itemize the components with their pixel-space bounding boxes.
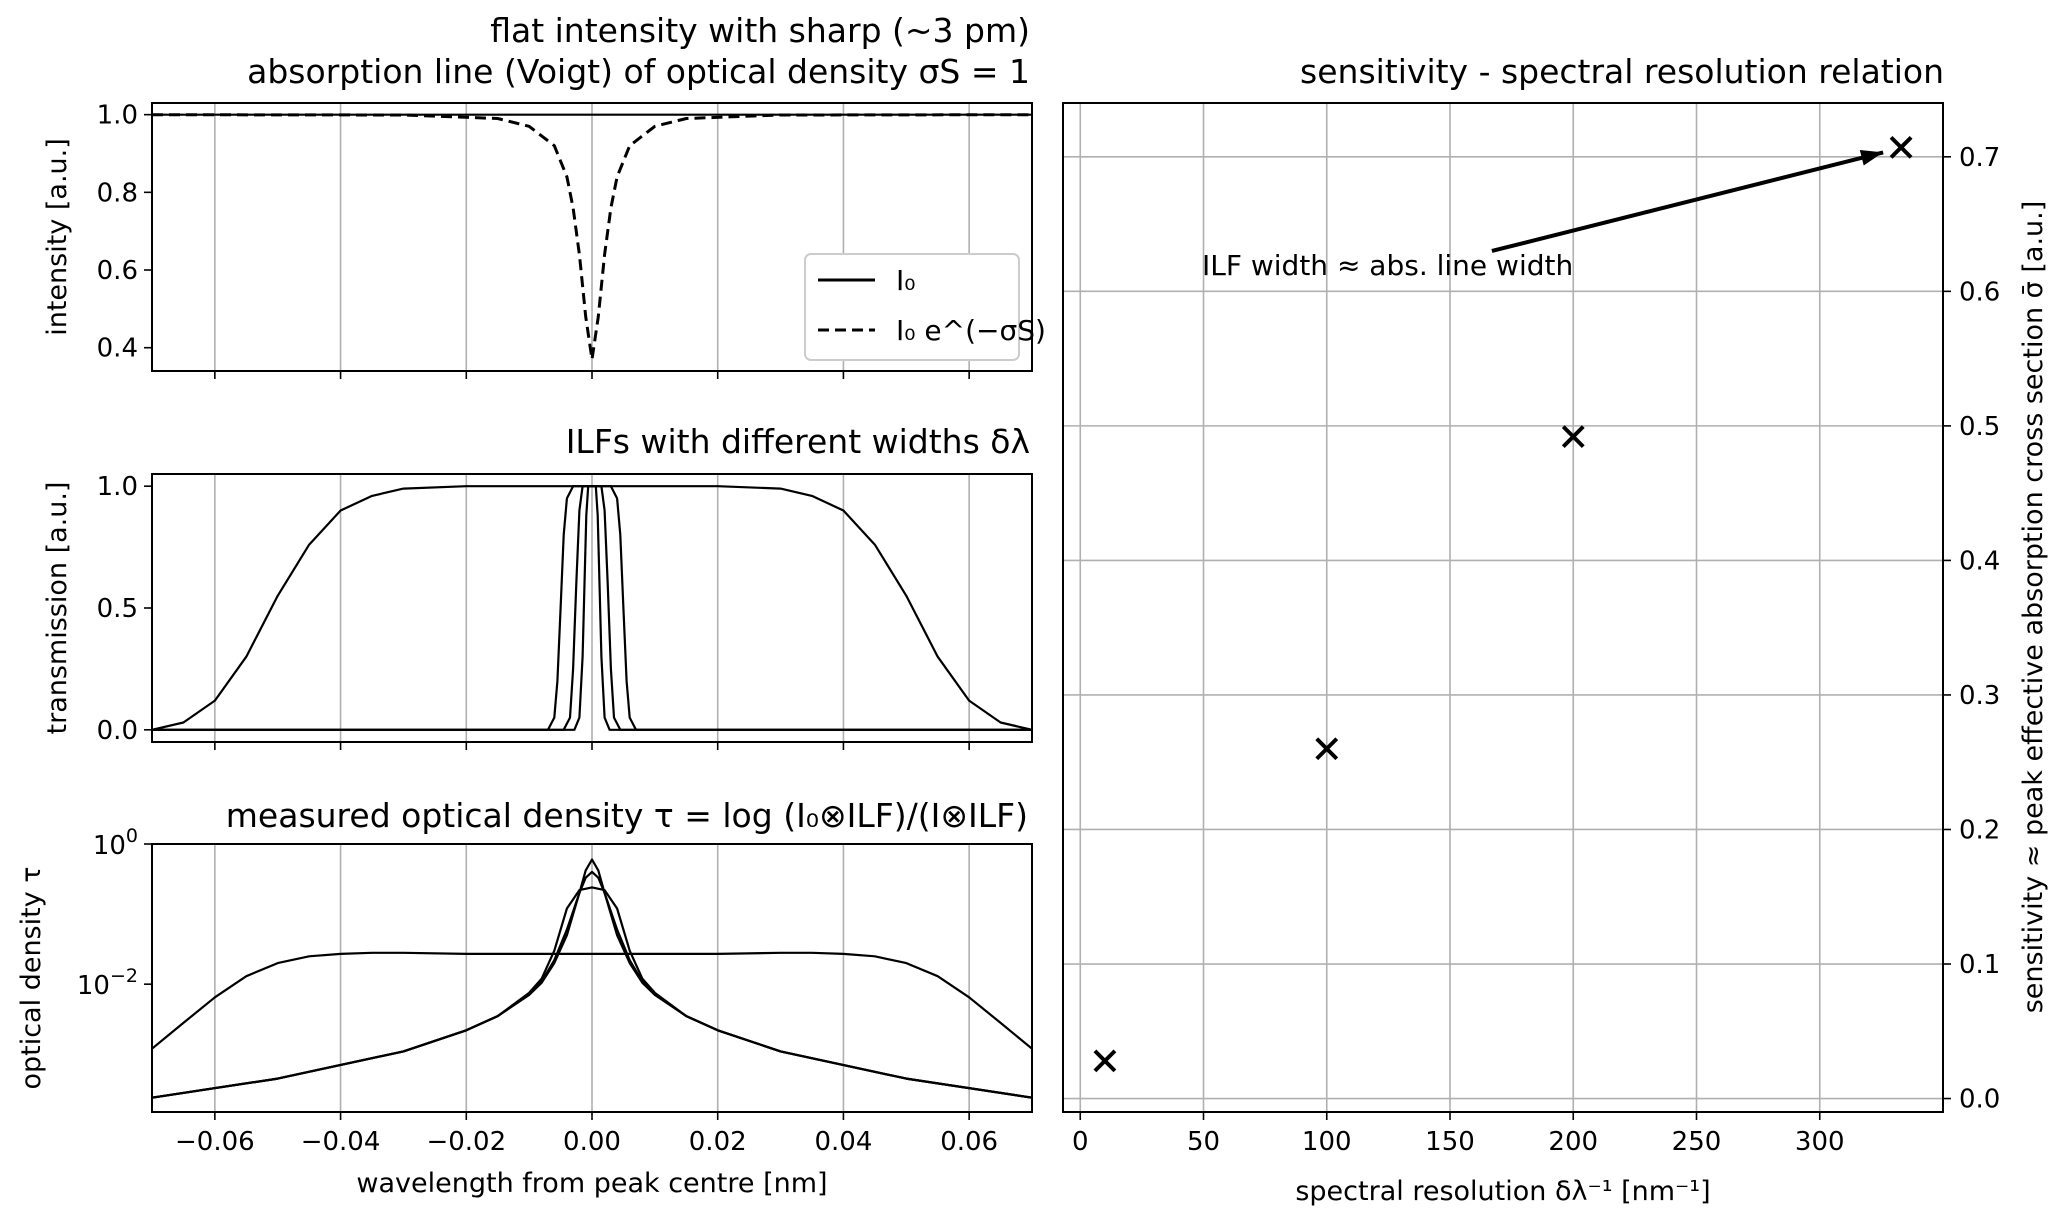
od-series: [151, 858, 1033, 1099]
p4-xtick-label: 200: [1548, 1127, 1598, 1157]
p1-ytick-label: 0.6: [97, 256, 138, 286]
p3-xtick-label: 0.02: [689, 1127, 747, 1157]
legend-entry-i0: I₀: [896, 264, 915, 297]
annotation-text: ILF width ≈ abs. line width: [1202, 249, 1573, 282]
sensitivity-points: [1093, 135, 1913, 1073]
scatter-point-marker: [1561, 425, 1585, 449]
sensitivity-x-ticks: 0 50 100 150 200 250 300: [1072, 1112, 1845, 1157]
p1-ytick-label: 0.8: [97, 178, 138, 208]
p4-ytick-label: 0.3: [1959, 681, 2000, 711]
intensity-x-ticks: [214, 371, 970, 379]
legend-entry-i0-exp: I₀ e^(−σS): [896, 314, 1046, 347]
intensity-title-line1: flat intensity with sharp (~3 pm): [490, 11, 1030, 50]
p4-xtick-label: 150: [1425, 1127, 1475, 1157]
p3-xtick-label: 0.06: [940, 1127, 998, 1157]
intensity-legend: I₀ I₀ e^(−σS): [804, 253, 1046, 361]
p4-ytick-label: 0.2: [1959, 815, 2000, 845]
panel-intensity: flat intensity with sharp (~3 pm) absorp…: [42, 11, 1046, 379]
od-x-ticks: −0.06 −0.04 −0.02 0.00 0.02 0.04 0.06: [175, 1112, 998, 1157]
p3-xtick-label: 0.00: [563, 1127, 621, 1157]
p4-xtick-label: 50: [1187, 1127, 1220, 1157]
panel-ilf: ILFs with different widths δλ 0.00.51.0 …: [42, 422, 1033, 750]
od-x-axis-label: wavelength from peak centre [nm]: [356, 1168, 827, 1199]
p3-series-line-3: [151, 858, 1033, 1099]
p1-ytick-label: 1.0: [97, 101, 138, 131]
p3-xtick-label: −0.06: [175, 1127, 255, 1157]
sensitivity-y-ticks: 0.0 0.1 0.2 0.3 0.4 0.5 0.6 0.7: [1943, 143, 2000, 1115]
p4-xtick-label: 0: [1072, 1127, 1089, 1157]
ilf-series: [151, 485, 1033, 731]
panel-sensitivity: sensitivity - spectral resolution relati…: [1062, 52, 2049, 1207]
ilf-title: ILFs with different widths δλ: [566, 422, 1030, 461]
p4-ytick-label: 0.5: [1959, 412, 2000, 442]
intensity-title-line2: absorption line (Voigt) of optical densi…: [247, 52, 1030, 91]
p3-xtick-label: −0.02: [426, 1127, 506, 1157]
p4-xtick-label: 300: [1795, 1127, 1845, 1157]
p3-ytick-label: 100: [93, 825, 138, 861]
sensitivity-axes-frame: [1062, 102, 1944, 1113]
od-y-axis-label: optical density τ: [16, 866, 47, 1089]
p4-ytick-label: 0.7: [1959, 143, 2000, 173]
intensity-y-ticks: 0.4 0.6 0.8 1.0: [97, 101, 152, 364]
od-title: measured optical density τ = log (I₀⊗ILF…: [226, 796, 1028, 835]
od-y-ticks: 10−2 100: [77, 825, 152, 1001]
sensitivity-grid: [1063, 103, 1943, 1112]
panel-od: measured optical density τ = log (I₀⊗ILF…: [16, 796, 1033, 1199]
p4-xtick-label: 250: [1672, 1127, 1722, 1157]
p2-ytick-label: 0.0: [97, 716, 138, 746]
intensity-y-axis-label: intensity [a.u.]: [42, 138, 73, 336]
ilf-x-ticks: [214, 742, 970, 750]
scatter-point-marker: [1889, 135, 1913, 159]
marker-stroke: [1315, 737, 1339, 761]
p3-xtick-label: 0.04: [814, 1127, 872, 1157]
sensitivity-title: sensitivity - spectral resolution relati…: [1300, 52, 1944, 91]
sensitivity-x-axis-label: spectral resolution δλ⁻¹ [nm⁻¹]: [1295, 1176, 1710, 1207]
p3-ytick-label: 10−2: [77, 965, 138, 1001]
marker-stroke: [1093, 1049, 1117, 1073]
ilf-y-ticks: 0.0 0.5 1.0: [97, 472, 152, 746]
annotation-arrow-head: [1859, 150, 1884, 166]
p1-ytick-label: 0.4: [97, 334, 138, 364]
scatter-point-marker: [1093, 1049, 1117, 1073]
marker-stroke: [1561, 425, 1585, 449]
sensitivity-y-axis-label: sensitivity ≈ peak effective absorption …: [2018, 201, 2049, 1014]
p4-ytick-label: 0.0: [1959, 1085, 2000, 1115]
p3-series-line-0: [151, 951, 1033, 1050]
intensity-grid: [214, 103, 970, 371]
od-grid: [214, 844, 970, 1112]
sensitivity-annotation: ILF width ≈ abs. line width: [1202, 150, 1884, 282]
p1-series-line-1: [151, 113, 1033, 361]
scatter-point-marker: [1315, 737, 1339, 761]
p4-ytick-label: 0.6: [1959, 277, 2000, 307]
p4-ytick-label: 0.4: [1959, 546, 2000, 576]
marker-stroke: [1889, 135, 1913, 159]
p4-ytick-label: 0.1: [1959, 950, 2000, 980]
p2-series-line-3: [152, 485, 1032, 731]
p3-xtick-label: −0.04: [301, 1127, 381, 1157]
p4-xtick-label: 100: [1302, 1127, 1352, 1157]
ilf-grid: [214, 474, 970, 742]
p2-ytick-label: 1.0: [97, 472, 138, 502]
ilf-y-axis-label: transmission [a.u.]: [42, 482, 73, 735]
p2-ytick-label: 0.5: [97, 594, 138, 624]
annotation-arrow-shaft: [1491, 150, 1884, 253]
intensity-series: [151, 113, 1033, 361]
